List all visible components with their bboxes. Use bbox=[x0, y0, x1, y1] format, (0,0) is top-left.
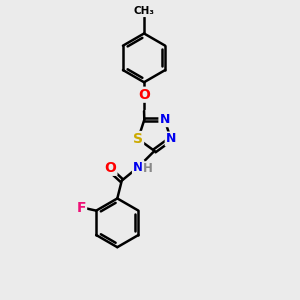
Text: O: O bbox=[104, 161, 116, 175]
Text: O: O bbox=[138, 88, 150, 102]
Text: S: S bbox=[133, 132, 143, 146]
Text: N: N bbox=[159, 113, 170, 126]
Text: CH₃: CH₃ bbox=[134, 6, 154, 16]
Text: H: H bbox=[143, 162, 153, 175]
Text: F: F bbox=[76, 201, 86, 215]
Text: N: N bbox=[166, 133, 176, 146]
Text: N: N bbox=[133, 161, 143, 174]
